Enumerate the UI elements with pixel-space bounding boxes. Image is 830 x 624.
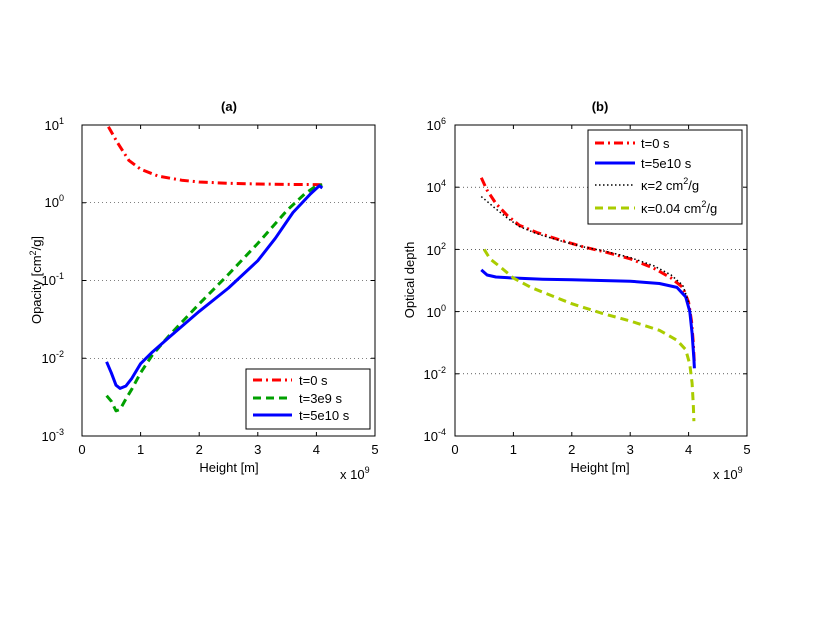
panel-a-grid — [82, 202, 375, 359]
panel-b-legend-label: t=5e10 s — [641, 156, 692, 171]
panel-b-ticks — [454, 124, 748, 437]
panel-a-legend: t=0 s t=3e9 s t=5e10 s — [245, 368, 371, 430]
panel-a-xtick-label: 5 — [371, 442, 378, 457]
panel-b-ytick-label: 10-4 — [424, 427, 446, 444]
panel-b-series-line-3 — [482, 248, 696, 422]
panel-b-legend-label: κ=2 cm2/g — [641, 176, 699, 193]
panel-b-legend: t=0 s t=5e10 s κ=2 cm2/g κ=0.04 cm2/g — [587, 129, 743, 225]
panel-a-xtick-label: 1 — [137, 442, 144, 457]
panel-b-xtick-label: 3 — [627, 442, 634, 457]
panel-b: (b) 0 1 2 3 4 5 10-4 10-2 100 102 104 10… — [402, 99, 751, 482]
panel-b-x-multiplier: x 109 — [713, 465, 743, 482]
panel-b-legend-label: κ=0.04 cm2/g — [641, 199, 717, 216]
panel-b-yticklabels: 10-4 10-2 100 102 104 106 — [424, 116, 446, 444]
panel-b-xtick-label: 5 — [743, 442, 750, 457]
panel-b-xtick-label: 0 — [451, 442, 458, 457]
panel-b-grid — [455, 186, 747, 375]
panel-a-x-multiplier: x 109 — [340, 465, 370, 482]
panel-a-xticklabels: 0 1 2 3 4 5 — [78, 442, 378, 457]
panel-a-ytick-label: 101 — [45, 116, 64, 133]
panel-b-ytick-label: 10-2 — [424, 365, 446, 382]
panel-b-ytick-label: 102 — [427, 241, 446, 258]
panel-a-legend-label: t=3e9 s — [299, 391, 343, 406]
panel-b-xlabel: Height [m] — [570, 460, 629, 475]
panel-a-xtick-label: 4 — [313, 442, 320, 457]
panel-a-ytick-label: 100 — [45, 193, 64, 210]
panel-a: (a) 0 1 2 3 4 5 10-3 10-2 10-1 100 101 H… — [28, 99, 379, 482]
panel-a-legend-label: t=0 s — [299, 373, 328, 388]
panel-b-ytick-label: 100 — [427, 303, 446, 320]
panel-a-ytick-label: 10-1 — [42, 271, 64, 288]
panel-a-xtick-label: 3 — [254, 442, 261, 457]
panel-b-series-line-1 — [480, 268, 696, 369]
panel-a-legend-label: t=5e10 s — [299, 408, 350, 423]
panel-b-title: (b) — [592, 99, 609, 114]
panel-a-ticks — [81, 124, 376, 437]
panel-a-ylabel: Opacity [cm2/g] — [28, 236, 44, 324]
panel-b-ylabel: Optical depth — [402, 242, 417, 319]
panel-a-series-line-2 — [105, 184, 324, 390]
panel-b-series-line-2 — [480, 196, 690, 303]
panel-b-xtick-label: 1 — [510, 442, 517, 457]
panel-a-ytick-label: 10-2 — [42, 349, 64, 366]
panel-b-ytick-label: 106 — [427, 116, 446, 133]
panel-b-legend-label: t=0 s — [641, 136, 670, 151]
panel-b-series — [479, 177, 696, 422]
panel-b-xticklabels: 0 1 2 3 4 5 — [451, 442, 750, 457]
panel-a-xlabel: Height [m] — [199, 460, 258, 475]
panel-a-ytick-label: 10-3 — [42, 427, 64, 444]
panel-a-series-line-0 — [107, 125, 323, 187]
panel-a-series — [105, 125, 324, 413]
panel-b-axes-box — [454, 124, 748, 437]
panel-a-xtick-label: 2 — [196, 442, 203, 457]
panel-a-title: (a) — [221, 99, 237, 114]
panel-a-series-line-1 — [105, 183, 323, 413]
panel-b-xtick-label: 4 — [685, 442, 692, 457]
panel-b-ytick-label: 104 — [427, 178, 446, 195]
panel-a-xtick-label: 0 — [78, 442, 85, 457]
panel-a-yticklabels: 10-3 10-2 10-1 100 101 — [42, 116, 64, 444]
panel-b-xtick-label: 2 — [568, 442, 575, 457]
